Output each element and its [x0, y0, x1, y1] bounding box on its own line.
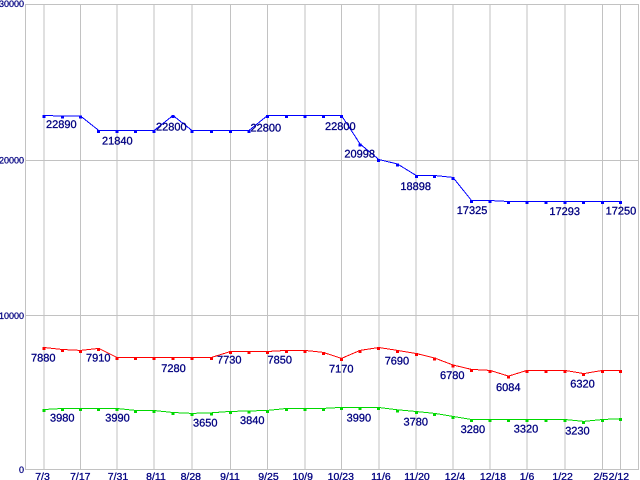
svg-text:21840: 21840	[102, 136, 133, 148]
svg-text:7850: 7850	[268, 354, 292, 366]
svg-text:1/22: 1/22	[552, 471, 573, 480]
svg-text:22800: 22800	[156, 121, 187, 133]
svg-text:3780: 3780	[404, 417, 428, 429]
svg-text:12/4: 12/4	[445, 471, 466, 480]
svg-text:10000: 10000	[0, 311, 24, 321]
svg-text:20000: 20000	[0, 156, 24, 166]
svg-text:17325: 17325	[457, 205, 488, 217]
svg-text:10/9: 10/9	[292, 471, 313, 480]
svg-text:7880: 7880	[31, 353, 55, 365]
svg-text:7690: 7690	[385, 356, 409, 368]
svg-text:10/23: 10/23	[328, 471, 354, 480]
svg-text:6084: 6084	[496, 382, 520, 394]
svg-text:8/28: 8/28	[181, 471, 202, 480]
svg-text:7170: 7170	[329, 363, 353, 375]
svg-text:6780: 6780	[440, 370, 464, 382]
svg-text:7/3: 7/3	[35, 471, 50, 480]
svg-text:7730: 7730	[217, 355, 241, 367]
svg-text:7910: 7910	[86, 352, 110, 364]
svg-text:17250: 17250	[606, 205, 637, 217]
svg-text:22800: 22800	[251, 122, 282, 134]
svg-text:3990: 3990	[347, 412, 371, 424]
svg-text:3840: 3840	[240, 415, 264, 427]
svg-text:20998: 20998	[344, 148, 375, 160]
svg-text:7/17: 7/17	[70, 471, 91, 480]
svg-text:17293: 17293	[549, 206, 580, 218]
svg-text:22890: 22890	[46, 119, 77, 131]
svg-text:18898: 18898	[400, 181, 431, 193]
svg-text:0: 0	[19, 465, 24, 475]
svg-text:30000: 30000	[0, 0, 24, 9]
svg-text:3320: 3320	[514, 423, 538, 435]
svg-text:7280: 7280	[161, 363, 185, 375]
svg-text:6320: 6320	[570, 378, 594, 390]
svg-text:7/31: 7/31	[108, 471, 129, 480]
svg-text:3280: 3280	[461, 424, 485, 436]
svg-text:3650: 3650	[193, 417, 217, 429]
svg-text:22800: 22800	[325, 121, 356, 133]
svg-text:3990: 3990	[105, 413, 129, 425]
svg-text:12/18: 12/18	[480, 471, 506, 480]
svg-text:3230: 3230	[565, 425, 589, 437]
svg-text:9/11: 9/11	[220, 471, 240, 480]
svg-text:11/6: 11/6	[371, 471, 391, 480]
svg-text:2/5: 2/5	[593, 471, 608, 480]
svg-text:8/11: 8/11	[146, 471, 166, 480]
svg-text:2/12: 2/12	[609, 471, 630, 480]
svg-text:9/25: 9/25	[258, 471, 279, 480]
svg-text:11/20: 11/20	[404, 471, 430, 480]
svg-text:1/6: 1/6	[520, 471, 535, 480]
svg-text:3980: 3980	[50, 412, 74, 424]
